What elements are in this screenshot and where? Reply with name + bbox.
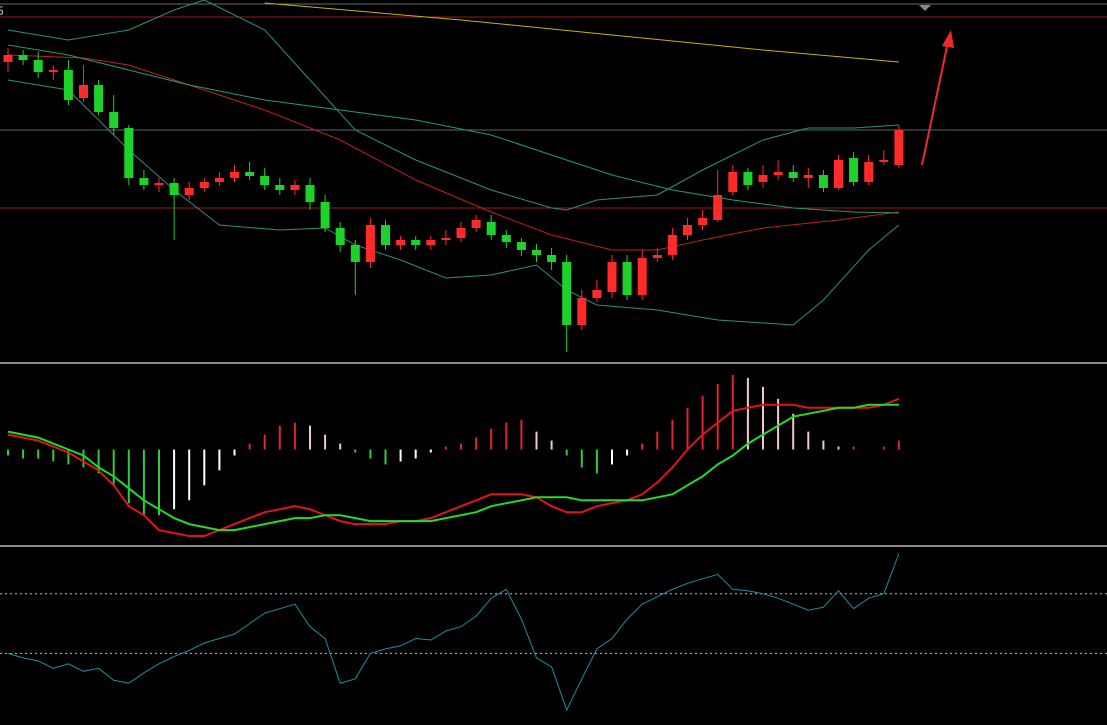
candle-body (79, 85, 88, 98)
candle-body (894, 130, 904, 165)
candle-body (849, 158, 859, 182)
candle-body (214, 178, 224, 182)
candle-body (18, 55, 28, 60)
candle-body (275, 185, 285, 190)
candle-body (396, 240, 406, 245)
candle-body (456, 228, 466, 238)
candle-body (426, 240, 436, 245)
candle-body (864, 162, 874, 182)
candle-body (637, 258, 647, 295)
candle-body (230, 172, 239, 178)
candle-body (139, 178, 149, 185)
marker-triangle (919, 5, 931, 11)
annotation-arrow (921, 30, 954, 166)
candle-body (305, 185, 315, 202)
candle-body (63, 70, 73, 100)
candle-body (728, 172, 738, 192)
candle-body (365, 225, 375, 262)
oscillator-line (7, 553, 900, 712)
candle-body (818, 175, 828, 188)
candle-body (516, 242, 526, 250)
candle-body (803, 175, 813, 178)
candle-body (381, 225, 390, 245)
moving-average-line (7, 0, 899, 211)
indicator-line (7, 397, 900, 537)
candle-body (607, 262, 617, 292)
candle-body (788, 172, 798, 178)
candle-body (411, 240, 421, 245)
candle-body (758, 175, 768, 182)
candle-body (109, 112, 119, 128)
candle-body (743, 172, 753, 185)
candle-body (33, 60, 43, 72)
moving-average-line (264, 2, 899, 63)
candle-body (260, 176, 270, 185)
candle-body (154, 183, 164, 185)
candle-body (683, 225, 692, 235)
candle-body (94, 85, 104, 112)
candle-body (169, 183, 179, 195)
candle-body (245, 172, 255, 176)
moving-average-line (7, 54, 899, 251)
candle-body (501, 235, 511, 242)
candle-body (532, 250, 541, 255)
candle-body (713, 195, 723, 220)
candle-body (335, 228, 345, 245)
candle-body (124, 128, 134, 178)
candle-body (652, 255, 662, 258)
panel-label: 5 (0, 4, 4, 18)
candle-body (698, 218, 708, 225)
moving-average-line (7, 44, 899, 214)
candle-body (48, 70, 58, 72)
indicator-line (7, 403, 899, 532)
moving-average-line (7, 79, 900, 326)
candle-body (592, 290, 602, 298)
candle-body (471, 220, 481, 228)
candle-body (879, 160, 889, 162)
candle-body (547, 255, 557, 262)
candle-body (320, 202, 330, 228)
candle-body (486, 222, 496, 235)
candle-body (562, 262, 572, 325)
candle-body (184, 188, 194, 195)
candle-body (773, 172, 783, 175)
candle-body (577, 298, 587, 325)
candle-body (350, 245, 360, 262)
arrow-shaft (921, 41, 949, 166)
candle-body (3, 55, 13, 62)
candle-body (290, 185, 300, 190)
candle-body (441, 238, 451, 240)
candle-body (667, 235, 677, 255)
candle-body (834, 160, 843, 188)
candle-body (199, 182, 209, 188)
arrow-head (942, 30, 954, 48)
candle-body (622, 262, 632, 295)
